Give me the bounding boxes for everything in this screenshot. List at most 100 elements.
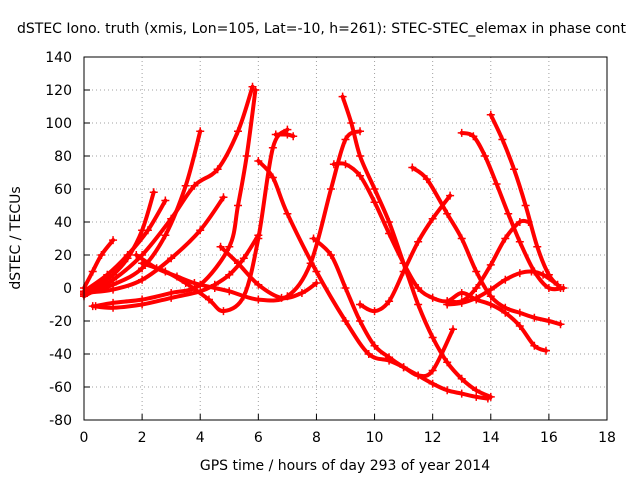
- data-point: [501, 275, 510, 284]
- data-point: [472, 293, 481, 302]
- data-point: [370, 198, 379, 207]
- data-point: [457, 389, 466, 398]
- data-point: [167, 254, 176, 263]
- data-point: [103, 270, 112, 279]
- data-point: [109, 236, 118, 245]
- series-line: [256, 158, 455, 379]
- series-10: [132, 127, 365, 304]
- data-point: [210, 284, 219, 292]
- data-point: [277, 293, 286, 302]
- chart-title: dSTEC Iono. truth (xmis, Lon=105, Lat=-1…: [17, 21, 627, 37]
- y-tick-label: -40: [49, 347, 72, 363]
- data-point: [486, 300, 495, 309]
- data-point: [501, 303, 510, 312]
- data-point: [443, 300, 452, 309]
- data-point: [213, 165, 222, 174]
- series-12: [271, 130, 298, 141]
- data-point: [329, 160, 338, 169]
- data-point: [326, 185, 335, 193]
- data-point: [132, 251, 141, 259]
- data-point: [515, 269, 524, 278]
- data-point: [457, 128, 466, 137]
- data-point: [356, 171, 365, 180]
- data-point: [515, 321, 524, 330]
- y-tick-label: 0: [63, 281, 72, 297]
- data-point: [338, 92, 347, 101]
- x-tick-label: 12: [424, 430, 442, 446]
- data-point: [219, 307, 228, 316]
- series-line: [82, 238, 116, 290]
- data-point: [283, 130, 292, 139]
- data-point: [297, 288, 306, 297]
- data-point: [254, 280, 263, 289]
- data-point: [385, 353, 394, 362]
- data-point: [556, 284, 565, 292]
- data-point: [167, 288, 176, 297]
- data-point: [109, 285, 118, 294]
- tick-labels: 0 2 4 6 8 10 12 14 16 18 -80 -60 -40 -20 0 20 40 60 80 100 1…: [45, 50, 616, 446]
- x-tick-label: 10: [366, 430, 384, 446]
- data-point: [414, 371, 423, 380]
- data-point: [167, 214, 176, 223]
- data-point: [312, 279, 321, 288]
- data-point: [414, 300, 423, 309]
- series-22: [486, 110, 565, 292]
- series-line: [82, 84, 255, 299]
- data-point: [428, 379, 437, 388]
- series-line: [82, 129, 203, 297]
- data-point: [527, 267, 536, 276]
- data-point: [251, 86, 260, 94]
- data-point: [428, 366, 437, 375]
- data-point: [161, 231, 170, 240]
- data-point: [356, 152, 365, 160]
- data-point: [341, 160, 350, 169]
- data-point: [312, 267, 321, 276]
- data-point: [289, 132, 298, 141]
- data-point: [443, 386, 452, 395]
- data-point: [443, 209, 452, 218]
- y-tick-label: -60: [49, 380, 72, 396]
- data-point: [457, 298, 466, 307]
- data-point: [109, 275, 118, 284]
- data-point: [341, 135, 350, 144]
- series-13: [254, 156, 458, 380]
- data-point: [172, 272, 181, 281]
- data-point: [370, 307, 379, 316]
- data-point: [149, 188, 158, 197]
- series-line: [331, 161, 548, 353]
- y-tick-label: 80: [54, 149, 72, 165]
- y-axis-label: dSTEC / TECUs: [8, 186, 24, 289]
- data-point: [498, 135, 507, 144]
- data-point: [181, 181, 190, 190]
- data-point: [242, 152, 251, 160]
- data-point: [399, 267, 408, 276]
- y-tick-label: -80: [49, 413, 72, 429]
- data-point: [271, 130, 280, 139]
- data-point: [204, 295, 213, 304]
- y-tick-label: 20: [54, 248, 72, 264]
- data-point: [233, 127, 242, 136]
- data-point: [472, 284, 481, 292]
- x-tick-label: 0: [80, 430, 89, 446]
- data-point: [161, 196, 170, 205]
- plot-frame: [83, 56, 608, 421]
- x-tick-label: 14: [482, 430, 500, 446]
- data-point: [370, 185, 379, 193]
- data-point: [510, 165, 519, 174]
- data-point: [196, 127, 205, 136]
- data-point: [225, 270, 234, 279]
- series-16: [338, 92, 495, 401]
- data-point: [109, 298, 118, 307]
- x-tick-label: 16: [540, 430, 558, 446]
- y-tick-label: 140: [45, 50, 72, 66]
- data-point: [504, 209, 513, 218]
- x-tick-label: 6: [254, 430, 263, 446]
- data-point: [472, 267, 481, 276]
- x-tick-label: 4: [196, 430, 205, 446]
- y-tick-label: 100: [45, 116, 72, 132]
- data-point: [143, 226, 152, 235]
- data-point: [480, 152, 489, 160]
- data-point: [326, 251, 335, 259]
- data-point: [219, 193, 228, 202]
- data-point: [364, 350, 373, 358]
